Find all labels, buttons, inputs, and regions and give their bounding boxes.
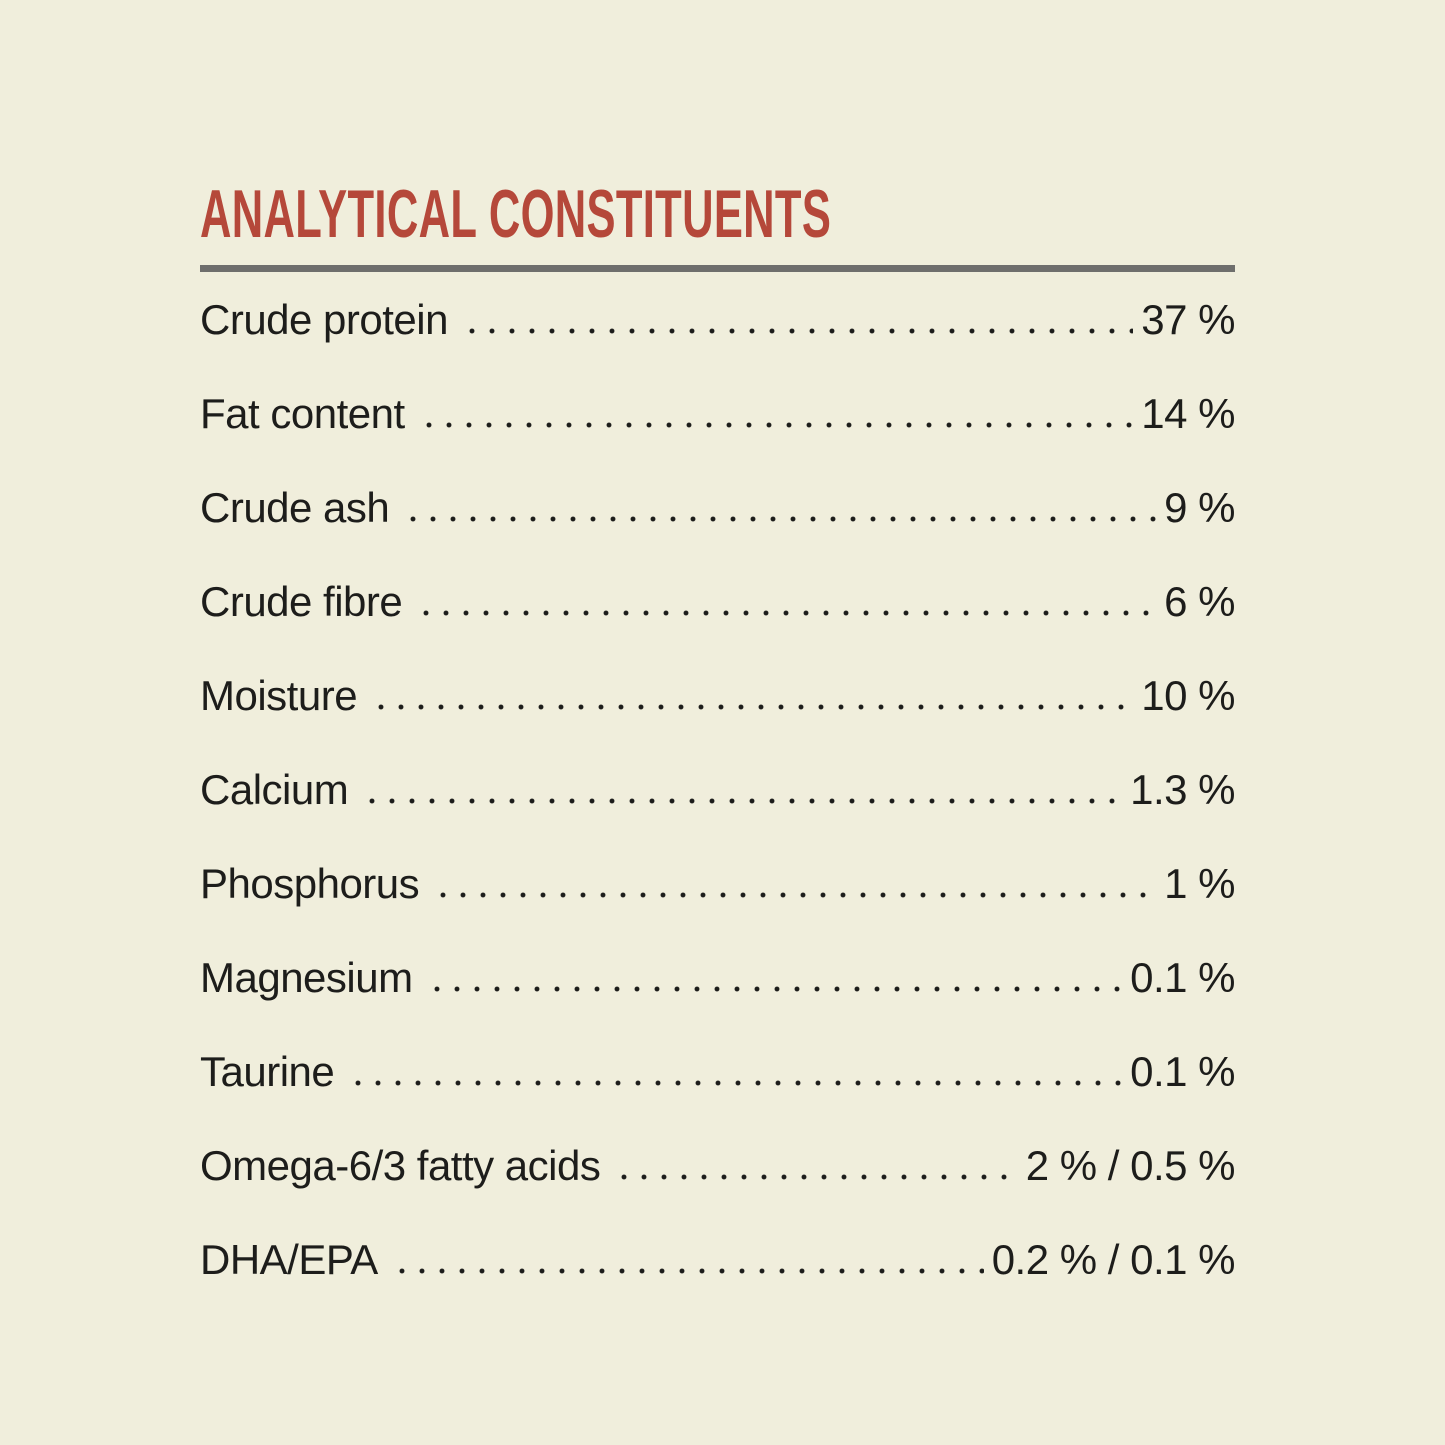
constituent-row: Crude ash 9 % [200, 486, 1235, 530]
constituent-label: Moisture [200, 672, 358, 719]
dot-leader [391, 1268, 984, 1274]
dot-leader [416, 610, 1157, 616]
constituent-label: Fat content [200, 390, 405, 437]
constituent-row: Crude protein 37 % [200, 298, 1235, 342]
constituent-row: DHA/EPA 0.2 % / 0.1 % [200, 1236, 1236, 1283]
constituent-value: 1.3 % [1130, 766, 1235, 813]
constituent-label: Phosphorus [200, 860, 420, 907]
constituent-value: 37 % [1141, 296, 1235, 343]
constituent-label: Omega-6/3 fatty acids [200, 1142, 601, 1189]
constituent-value: 2 % / 0.5 % [1025, 1142, 1236, 1189]
dot-leader [614, 1174, 1018, 1180]
constituent-label: Crude fibre [200, 578, 403, 625]
constituent-label: Crude protein [200, 296, 448, 343]
constituent-value: 0.1 % [1130, 1048, 1235, 1095]
dot-leader [418, 422, 1134, 428]
constituent-value: 0.2 % / 0.1 % [991, 1236, 1236, 1283]
constituent-value: 10 % [1141, 672, 1235, 719]
dot-leader [433, 892, 1157, 898]
constituent-row: Crude fibre 6 % [200, 580, 1235, 624]
constituent-row: Magnesium 0.1 % [200, 956, 1235, 1000]
constituent-value: 14 % [1141, 390, 1235, 437]
constituent-row: Fat content 14 % [200, 392, 1235, 436]
constituent-row: Taurine 0.1 % [200, 1050, 1235, 1094]
constituent-value: 1 % [1164, 860, 1235, 907]
dot-leader [362, 798, 1123, 804]
constituent-value: 0.1 % [1130, 954, 1235, 1001]
page-title: ANALYTICAL CONSTITUENTS [200, 176, 832, 252]
constituent-label: Crude ash [200, 484, 390, 531]
constituent-label: Taurine [200, 1048, 335, 1095]
dot-leader [371, 704, 1134, 710]
constituent-label: Magnesium [200, 954, 413, 1001]
constituent-row: Phosphorus 1 % [200, 862, 1235, 906]
title-divider [200, 265, 1235, 272]
constituent-row: Omega-6/3 fatty acids 2 % / 0.5 % [200, 1142, 1236, 1189]
dot-leader [461, 328, 1134, 334]
constituent-value: 6 % [1164, 578, 1235, 625]
constituent-row: Moisture 10 % [200, 674, 1235, 718]
constituent-label: DHA/EPA [200, 1236, 378, 1283]
dot-leader [403, 516, 1157, 522]
dot-leader [426, 986, 1123, 992]
constituents-table: Crude protein 37 % Fat content 14 % Crud… [200, 298, 1236, 1283]
constituent-label: Calcium [200, 766, 349, 813]
constituent-row: Calcium 1.3 % [200, 768, 1235, 812]
dot-leader [348, 1080, 1123, 1086]
constituent-value: 9 % [1164, 484, 1235, 531]
